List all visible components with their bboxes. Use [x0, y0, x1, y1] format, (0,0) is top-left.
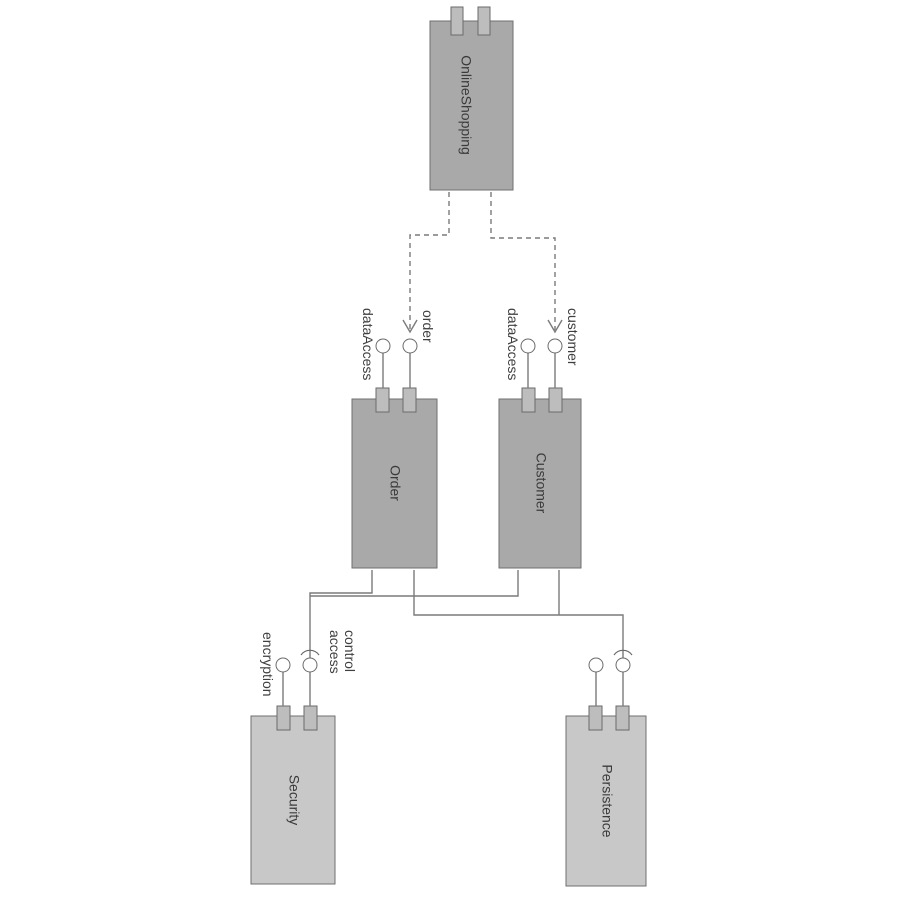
persistence-port-2 [615, 705, 630, 731]
customer-data-access-label: dataAccess [505, 308, 521, 380]
access-control-line-1: access [327, 630, 343, 674]
customer-to-security-connector [310, 570, 519, 597]
order-port-data-access [375, 387, 390, 413]
security-access-control-socket [300, 649, 320, 656]
security-access-control-interface [302, 657, 318, 673]
order-component[interactable]: Order [351, 387, 438, 569]
customer-customer-interface [547, 338, 563, 354]
persistence-interface-2 [615, 657, 631, 673]
persistence-port-1 [588, 705, 603, 731]
online-shopping-port-2 [477, 6, 491, 36]
order-data-access-label: dataAccess [360, 308, 376, 380]
order-port-order [402, 387, 417, 413]
persistence-interface-1 [588, 657, 604, 673]
dependency-to-customer [490, 192, 556, 330]
order-order-interface [402, 338, 418, 354]
customer-label: Customer [533, 453, 549, 514]
persistence-socket [613, 649, 633, 656]
access-control-line-2: control [342, 630, 358, 672]
order-order-label: order [420, 310, 436, 343]
persistence-label: Persistence [599, 764, 615, 837]
online-shopping-component[interactable]: OnlineShopping [429, 6, 514, 191]
security-port-encryption [276, 705, 291, 731]
security-component[interactable]: Security [250, 705, 336, 885]
customer-component[interactable]: Customer [498, 387, 582, 569]
customer-customer-label: customer [565, 308, 581, 366]
online-shopping-port-1 [450, 6, 464, 36]
order-to-persistence-connector [413, 570, 624, 658]
security-encryption-interface [275, 657, 291, 673]
persistence-component[interactable]: Persistence [565, 705, 647, 887]
customer-data-access-interface [520, 338, 536, 354]
order-to-security-connector [309, 570, 373, 658]
security-port-access-control [303, 705, 318, 731]
security-access-control-label: access control [327, 630, 358, 677]
customer-port-customer [548, 387, 563, 413]
order-label: Order [387, 465, 403, 501]
dependency-to-order [409, 192, 450, 330]
online-shopping-label: OnlineShopping [458, 55, 474, 155]
customer-port-data-access [521, 387, 536, 413]
security-encryption-label: encryption [260, 632, 276, 697]
dependency-arrowhead-order [402, 319, 418, 334]
order-data-access-interface [375, 338, 391, 354]
security-label: Security [286, 775, 302, 826]
dependency-arrowhead-customer [547, 319, 563, 334]
